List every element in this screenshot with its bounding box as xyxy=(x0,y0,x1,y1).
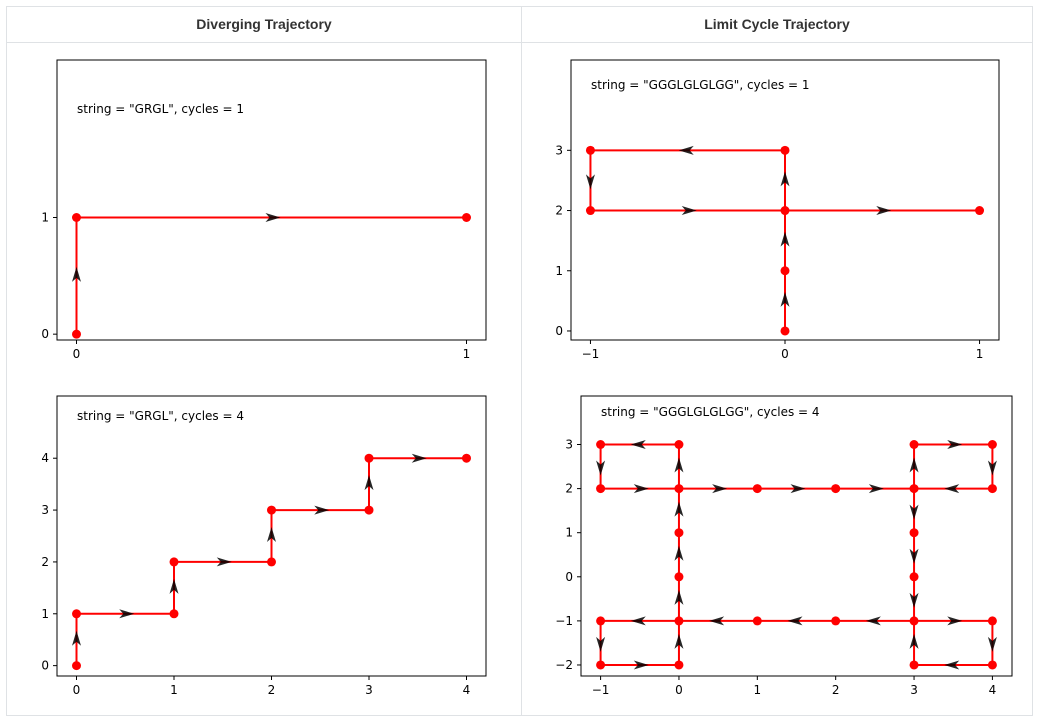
table-header-row: Diverging Trajectory Limit Cycle Traject… xyxy=(7,7,1032,43)
header-limit-cycle: Limit Cycle Trajectory xyxy=(704,16,850,32)
comparison-table: Diverging Trajectory Limit Cycle Traject… xyxy=(6,6,1033,716)
column-divider xyxy=(521,7,522,715)
header-diverging: Diverging Trajectory xyxy=(196,16,332,32)
